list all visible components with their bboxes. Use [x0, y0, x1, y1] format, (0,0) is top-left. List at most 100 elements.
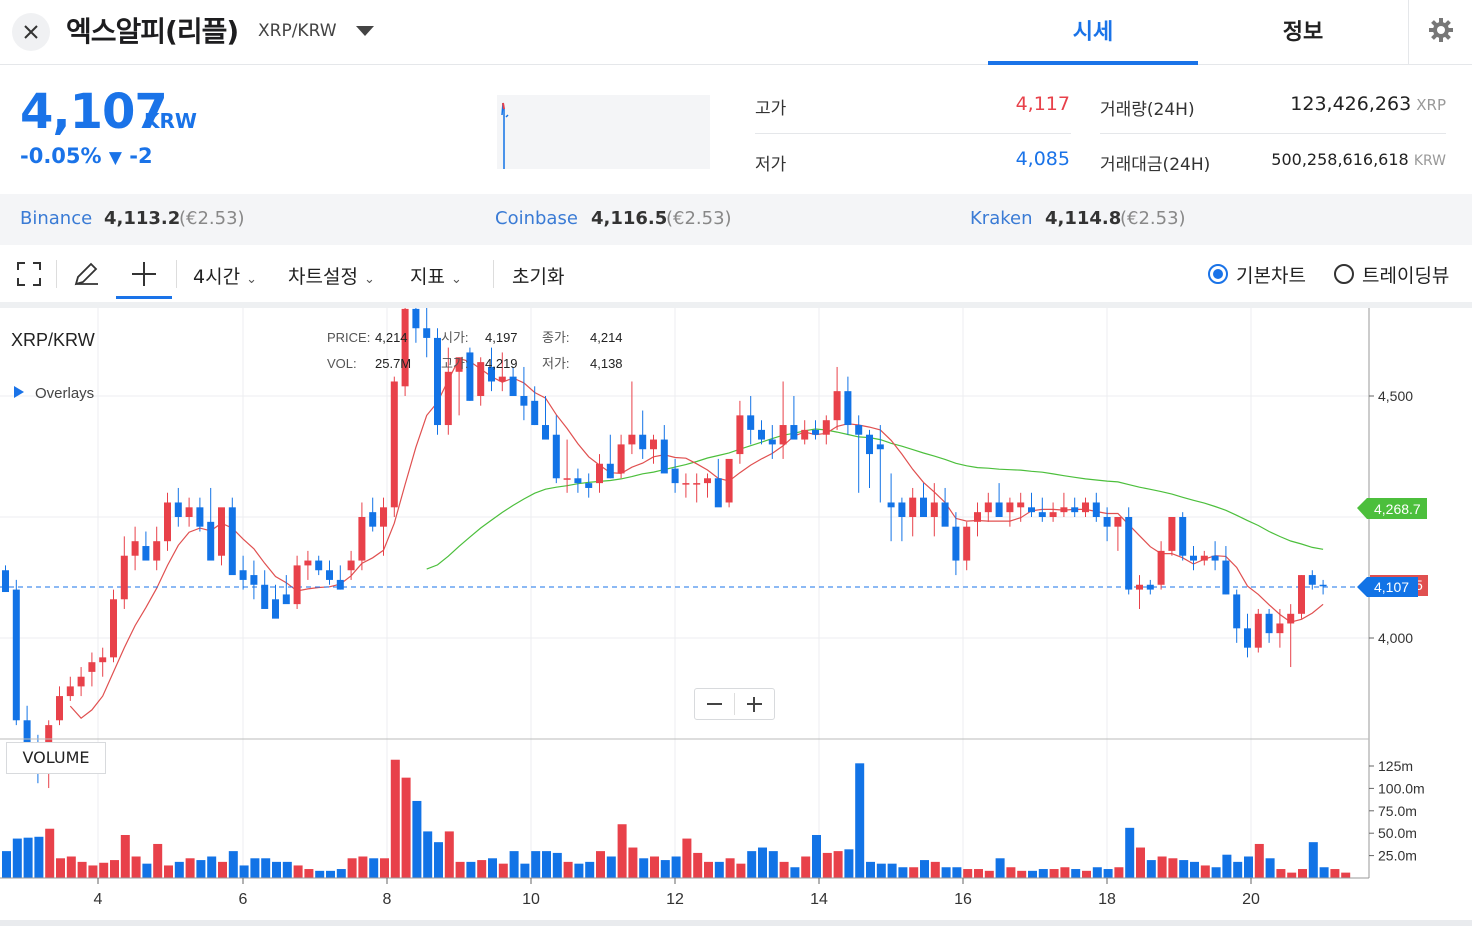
- candle: [153, 541, 161, 561]
- candle: [444, 371, 452, 426]
- candle: [369, 512, 377, 527]
- volume-pane-label: VOLUME: [6, 742, 106, 774]
- volume-bar: [1017, 870, 1027, 878]
- candle: [120, 555, 128, 600]
- volume-bar: [930, 861, 940, 878]
- legend-price-label: PRICE:: [327, 330, 370, 345]
- volume-tick-label: 125m: [1378, 758, 1413, 774]
- exchange-name[interactable]: Binance: [20, 208, 93, 229]
- gear-icon[interactable]: [1428, 17, 1454, 43]
- volume-bar: [1319, 867, 1329, 878]
- trading-view-label[interactable]: 트레이딩뷰: [1362, 265, 1450, 287]
- x-tick-label: 14: [810, 891, 828, 908]
- volume-bar: [282, 861, 292, 878]
- amount-unit: KRW: [1413, 153, 1446, 169]
- pair-label: XRP/KRW: [258, 21, 337, 41]
- candle: [563, 478, 571, 480]
- radio-basic-chart[interactable]: [1208, 264, 1228, 284]
- close-button[interactable]: [12, 13, 50, 51]
- volume-bar: [1211, 867, 1221, 878]
- high-value: 4,117: [1015, 93, 1070, 115]
- interval-dropdown[interactable]: 4시간 ⌄: [193, 262, 257, 289]
- legend-high-label: 고가:: [441, 356, 469, 371]
- volume-bar: [272, 861, 281, 878]
- fullscreen-icon[interactable]: [17, 262, 41, 286]
- candle: [1049, 512, 1057, 517]
- volume-bar: [239, 865, 249, 878]
- chevron-down-icon[interactable]: [356, 26, 374, 37]
- volume-bar: [876, 863, 886, 878]
- tab-price[interactable]: 시세: [1072, 20, 1114, 45]
- volume-bar: [1200, 865, 1210, 878]
- volume-bar: [110, 860, 119, 878]
- volume-bar: [1157, 856, 1167, 878]
- volume-bar: [1028, 870, 1037, 878]
- zoom-in-button[interactable]: [735, 689, 774, 719]
- volume-bar: [693, 852, 703, 878]
- volume-bar: [380, 858, 389, 878]
- x-tick-label: 8: [383, 891, 392, 908]
- candle: [650, 439, 657, 450]
- volume-bar: [207, 856, 217, 878]
- volume-bar: [477, 860, 487, 878]
- current-price-tag-label: 4,107: [1374, 579, 1409, 595]
- volume-bar: [596, 851, 605, 878]
- candle: [466, 352, 474, 401]
- volume-bar: [812, 834, 821, 878]
- zoom-out-button[interactable]: [695, 689, 734, 719]
- legend-vol: 25.7M: [375, 356, 411, 371]
- candle: [1125, 517, 1133, 590]
- candle: [1265, 613, 1273, 634]
- volume-bar: [650, 856, 659, 878]
- volume-bar: [941, 867, 951, 878]
- chart-toolbar: 4시간 ⌄ 차트설정 ⌄ 지표 ⌄ 초기화 기본차트 트레이딩뷰: [0, 246, 1472, 303]
- exchange-price: 4,113.2: [104, 208, 181, 229]
- pencil-icon[interactable]: [72, 260, 100, 288]
- divider: [755, 133, 1071, 134]
- volume-bar: [228, 851, 238, 878]
- candle: [185, 507, 193, 517]
- candle: [930, 502, 938, 517]
- reset-button[interactable]: 초기화: [512, 266, 565, 288]
- candle: [218, 507, 225, 556]
- candle: [812, 429, 819, 435]
- volume-bar: [153, 843, 163, 878]
- legend-low-label: 저가:: [542, 356, 570, 371]
- amount-24h: 500,258,616,618 KRW: [1180, 150, 1446, 169]
- active-tool-indicator: [116, 296, 172, 299]
- volume-bar: [1125, 827, 1135, 878]
- volume-bar: [660, 860, 670, 878]
- volume-bar: [1341, 872, 1351, 878]
- triangle-right-icon[interactable]: [14, 386, 24, 398]
- volume-bar: [164, 865, 173, 878]
- volume-bar: [77, 861, 87, 878]
- exchange-name[interactable]: Coinbase: [495, 208, 578, 229]
- candle: [887, 502, 895, 508]
- candle: [920, 497, 927, 517]
- overlays-toggle[interactable]: Overlays: [35, 385, 94, 402]
- exchange-name[interactable]: Kraken: [970, 208, 1033, 229]
- plus-icon: [753, 697, 755, 712]
- candle: [1211, 555, 1219, 561]
- crosshair-icon[interactable]: [130, 260, 158, 288]
- x-tick-label: 20: [1242, 891, 1260, 908]
- candle: [790, 425, 798, 440]
- price-unit: KRW: [144, 109, 197, 133]
- indicators-dropdown[interactable]: 지표 ⌄: [410, 262, 462, 289]
- candle: [660, 439, 668, 474]
- candle: [1287, 613, 1295, 624]
- ma-short-line: [69, 358, 1324, 720]
- price-chart[interactable]: 4 6 8 10 12 14 16 18 20 4,500 4,000 125m 100.0m 75.…: [0, 308, 1472, 920]
- volume-bar: [196, 860, 206, 878]
- candle: [585, 483, 593, 488]
- radio-trading-view[interactable]: [1334, 264, 1354, 284]
- volume-tick-label: 75.0m: [1378, 803, 1417, 819]
- candle: [272, 599, 279, 619]
- basic-chart-label[interactable]: 기본차트: [1236, 265, 1306, 287]
- tab-info[interactable]: 정보: [1282, 20, 1324, 45]
- close-icon: [24, 25, 38, 39]
- volume-bar: [45, 828, 55, 878]
- candle: [412, 308, 420, 329]
- chart-settings-dropdown[interactable]: 차트설정 ⌄: [288, 262, 375, 289]
- volume-bar: [142, 863, 152, 878]
